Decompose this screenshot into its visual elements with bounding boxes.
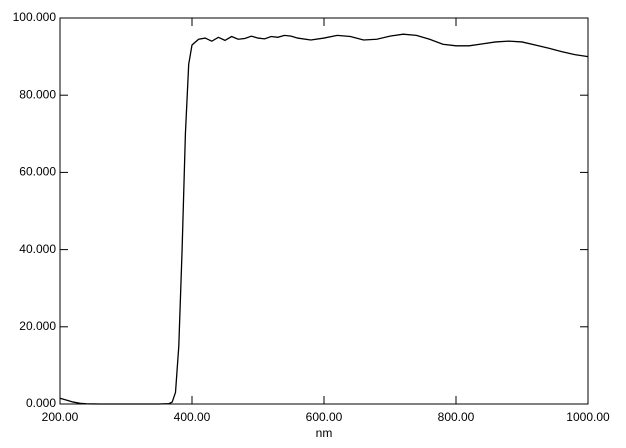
plot-frame xyxy=(59,17,589,405)
x-tick-label: 400.00 xyxy=(174,410,211,424)
y-tick-label: 40.000 xyxy=(19,242,56,256)
y-tick-label: 80.000 xyxy=(19,87,56,101)
y-tick-label: 0.000 xyxy=(26,396,56,410)
x-tick-label: 200.00 xyxy=(42,410,79,424)
x-tick-label: 600.00 xyxy=(306,410,343,424)
y-tick-label: 100.000 xyxy=(13,10,57,24)
x-axis-label: nm xyxy=(316,426,333,440)
data-line xyxy=(59,33,589,405)
y-tick-label: 60.000 xyxy=(19,165,56,179)
x-tick-label: 800.00 xyxy=(438,410,475,424)
y-tick-label: 20.000 xyxy=(19,319,56,333)
x-tick-label: 1000.00 xyxy=(566,410,610,424)
